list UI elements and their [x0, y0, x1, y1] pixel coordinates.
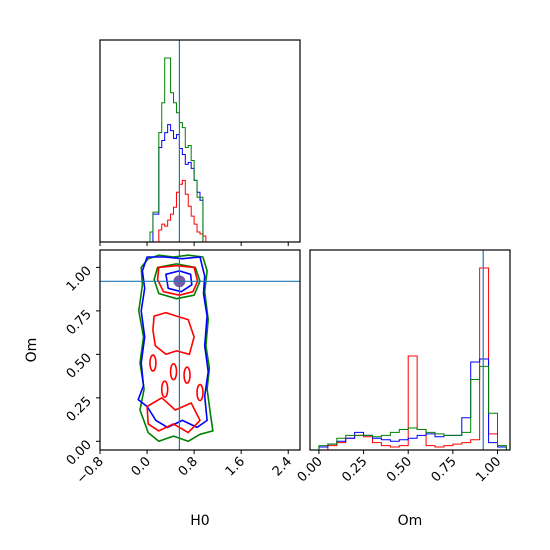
- red-contour-island-0: [169, 362, 178, 381]
- om-histogram-xticks: 0.00 0.25 0.50 0.75 1.00: [295, 450, 504, 485]
- green-contour-inner: [153, 263, 201, 300]
- red-contour-top: [156, 264, 199, 296]
- contour-yticks: 0.000.250.500.751.00: [64, 264, 100, 469]
- om-histogram-panel: 0.00 0.25 0.50 0.75 1.00: [295, 249, 511, 485]
- contour-ytick-label-2: 0.50: [64, 351, 95, 382]
- om-histogram-series-0: [318, 267, 507, 451]
- h0-axis-label: H0: [190, 513, 209, 529]
- contour-frame: [99, 249, 301, 451]
- om-axis-label-left: Om: [24, 338, 40, 363]
- h0-histogram-series-0: [147, 179, 212, 243]
- contour-ytick-label-3: 0.75: [64, 307, 95, 338]
- red-contour-bottom: [146, 397, 201, 434]
- om-histogram-xtick-label-2: 0.50: [384, 454, 415, 485]
- red-contour-island-1: [183, 366, 191, 385]
- contour-series: [137, 254, 214, 443]
- om-histogram-xtick-label-0: 0.00: [295, 454, 326, 485]
- contour-ytick-label-1: 0.25: [64, 394, 95, 425]
- red-contour-island-3: [196, 383, 204, 402]
- blue-contour-outer: [137, 256, 209, 429]
- h0-histogram-xticks: [99, 242, 289, 246]
- h0-histogram-panel: [99, 39, 301, 246]
- contour-ytick-label-4: 1.00: [64, 264, 95, 295]
- h0-om-contour-panel: −0.8 0.0 0.8 1.6 2.4 0.000.250.500.751.00: [64, 249, 301, 487]
- contour-xtick-label-2: 0.8: [176, 454, 201, 479]
- om-histogram-series-1: [318, 358, 507, 450]
- green-contour-outer: [138, 254, 214, 443]
- om-axis-label-bottom: Om: [398, 513, 423, 529]
- om-histogram-series-2: [318, 365, 507, 450]
- h0-histogram-frame: [99, 39, 301, 243]
- red-contour-middle: [152, 311, 195, 356]
- om-histogram-xtick-label-4: 1.00: [473, 454, 504, 485]
- red-contour-island-2: [149, 354, 157, 372]
- red-contour-island-4: [160, 380, 169, 398]
- om-histogram-xtick-label-3: 0.75: [429, 454, 460, 485]
- om-histogram-frame: [309, 249, 511, 451]
- contour-xticks: −0.8 0.0 0.8 1.6 2.4: [74, 450, 295, 487]
- om-histogram-series: [318, 267, 507, 451]
- contour-xtick-label-1: 0.0: [129, 454, 154, 479]
- om-histogram-xtick-label-1: 0.25: [339, 454, 370, 485]
- contour-xtick-label-3: 1.6: [223, 454, 248, 479]
- contour-xtick-label-4: 2.4: [270, 454, 295, 479]
